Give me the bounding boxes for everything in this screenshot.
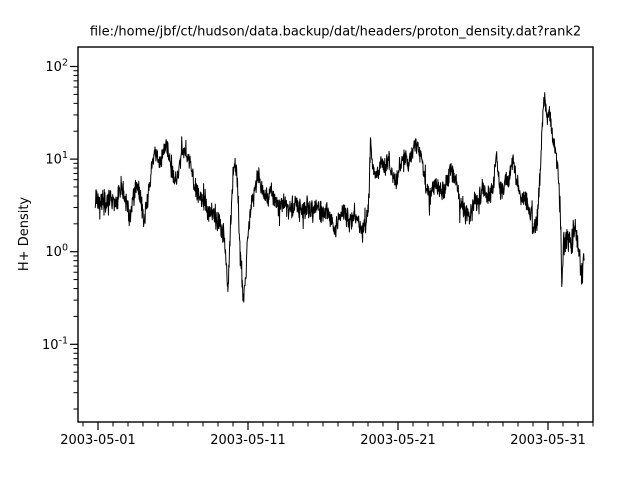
y-tick-label: 100 <box>45 243 68 261</box>
y-tick-label: 101 <box>45 150 68 168</box>
x-tick-label: 2003-05-31 <box>510 433 586 448</box>
y-tick-label: 10-1 <box>42 335 68 353</box>
x-tick-label: 2003-05-11 <box>210 433 286 448</box>
plot-frame <box>77 46 594 423</box>
y-tick-label: 102 <box>45 58 68 76</box>
plot-title: file:/home/jbf/ct/hudson/data.backup/dat… <box>90 25 581 40</box>
y-axis-label: H+ Density <box>17 197 32 272</box>
x-tick-label: 2003-05-21 <box>360 433 436 448</box>
x-tick-label: 2003-05-01 <box>60 433 136 448</box>
plot-generated: 102 101 100 10-1 2003-05-01 2003-05-11 2003-05… <box>42 58 594 448</box>
data-trace <box>94 92 585 303</box>
